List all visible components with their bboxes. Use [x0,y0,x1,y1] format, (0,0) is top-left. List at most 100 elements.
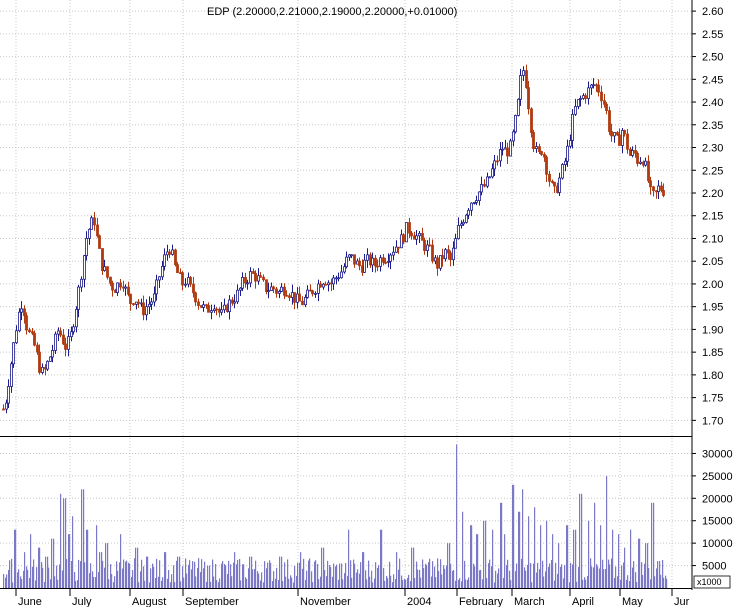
candle-body [38,351,41,373]
volume-bar [491,566,493,588]
volume-bar [377,567,379,588]
candle-body [228,299,231,313]
volume-bar [132,570,134,588]
volume-bar [542,560,544,588]
candle-body [522,70,525,76]
volume-bar [168,570,170,588]
candle-body [423,239,426,251]
volume-bar [392,582,394,588]
candle-body [644,160,647,166]
volume-bar [237,559,239,588]
volume-bar [633,561,635,588]
candle-body [155,279,158,295]
volume-bar [38,547,40,588]
volume-bar [243,564,245,588]
month-label: 2004 [407,596,431,607]
volume-bar [63,498,65,588]
volume-bar [69,534,71,588]
volume-bar [327,560,329,588]
volume-bar [255,560,257,588]
volume-bar [524,567,526,588]
candle-body [215,308,218,311]
volume-bar [489,559,491,588]
volume-bar [201,559,203,588]
candle-body [161,265,164,278]
volume-bar [345,563,347,588]
volume-bar [74,572,76,588]
month-label: July [72,596,92,607]
volume-bar [204,561,206,588]
candle-body [171,249,174,255]
volume-bar [342,579,344,588]
volume-bar [282,581,284,588]
volume-bar [368,560,370,588]
volume-bar [18,569,20,588]
candle-body [488,176,491,179]
volume-bar [95,577,97,588]
candle-body [418,233,421,237]
candle-body [631,150,634,156]
candle-body [197,301,200,306]
volume-bar [290,575,292,588]
candle-body [324,283,327,286]
candle-body [452,247,455,261]
volume-bar [324,569,326,588]
candle-body [501,148,504,151]
volume-bar [435,577,437,588]
price-tick-label: 2.60 [702,6,723,18]
volume-bar [90,563,92,588]
volume-bar [125,561,127,588]
volume-bar [651,502,653,588]
candle-body [491,168,494,178]
volume-bar [384,580,386,588]
price-tick-label: 2.00 [702,279,723,291]
candle-body [444,249,447,260]
candle-body [189,277,192,285]
volume-bar [188,564,190,588]
volume-bar [252,569,254,588]
volume-bar [246,578,248,588]
candle-body [621,130,624,146]
volume-bar [42,567,44,588]
price-tick-label: 2.20 [702,188,723,200]
volume-bar [576,581,578,588]
volume-bar [527,564,529,588]
candle-body [192,283,195,294]
candle-body [49,356,52,362]
volume-bar [363,552,365,588]
candle-body [454,238,457,249]
candle-body [636,152,639,164]
volume-bar [578,566,580,588]
volume-bar [386,575,388,588]
volume-bar [564,564,566,588]
candle-body [285,294,288,297]
volume-bar [270,562,272,588]
volume-bar [501,502,503,588]
candle-body [366,254,369,261]
candle-body [415,235,418,240]
volume-bar [536,572,538,588]
volume-bar [75,580,77,588]
volume-bar [297,562,299,588]
candle-body [168,251,171,255]
volume-bar [344,573,346,588]
candle-body [246,282,249,285]
volume-bar [93,576,95,588]
volume-bar [192,561,194,588]
volume-bar [128,562,130,588]
candle-body [486,176,489,187]
candle-body [517,98,520,116]
volume-bar [510,580,512,588]
volume-bar [23,570,25,588]
candle-body [293,292,296,303]
candle-body [278,291,281,294]
price-tick-label: 1.70 [702,415,723,427]
volume-bar [444,568,446,588]
volume-bar [251,556,253,588]
volume-bar [299,562,301,588]
volume-bar [432,561,434,588]
volume-bar [479,570,481,588]
volume-bar [618,534,620,588]
volume-bar [182,566,184,588]
volume-bar [539,569,541,588]
